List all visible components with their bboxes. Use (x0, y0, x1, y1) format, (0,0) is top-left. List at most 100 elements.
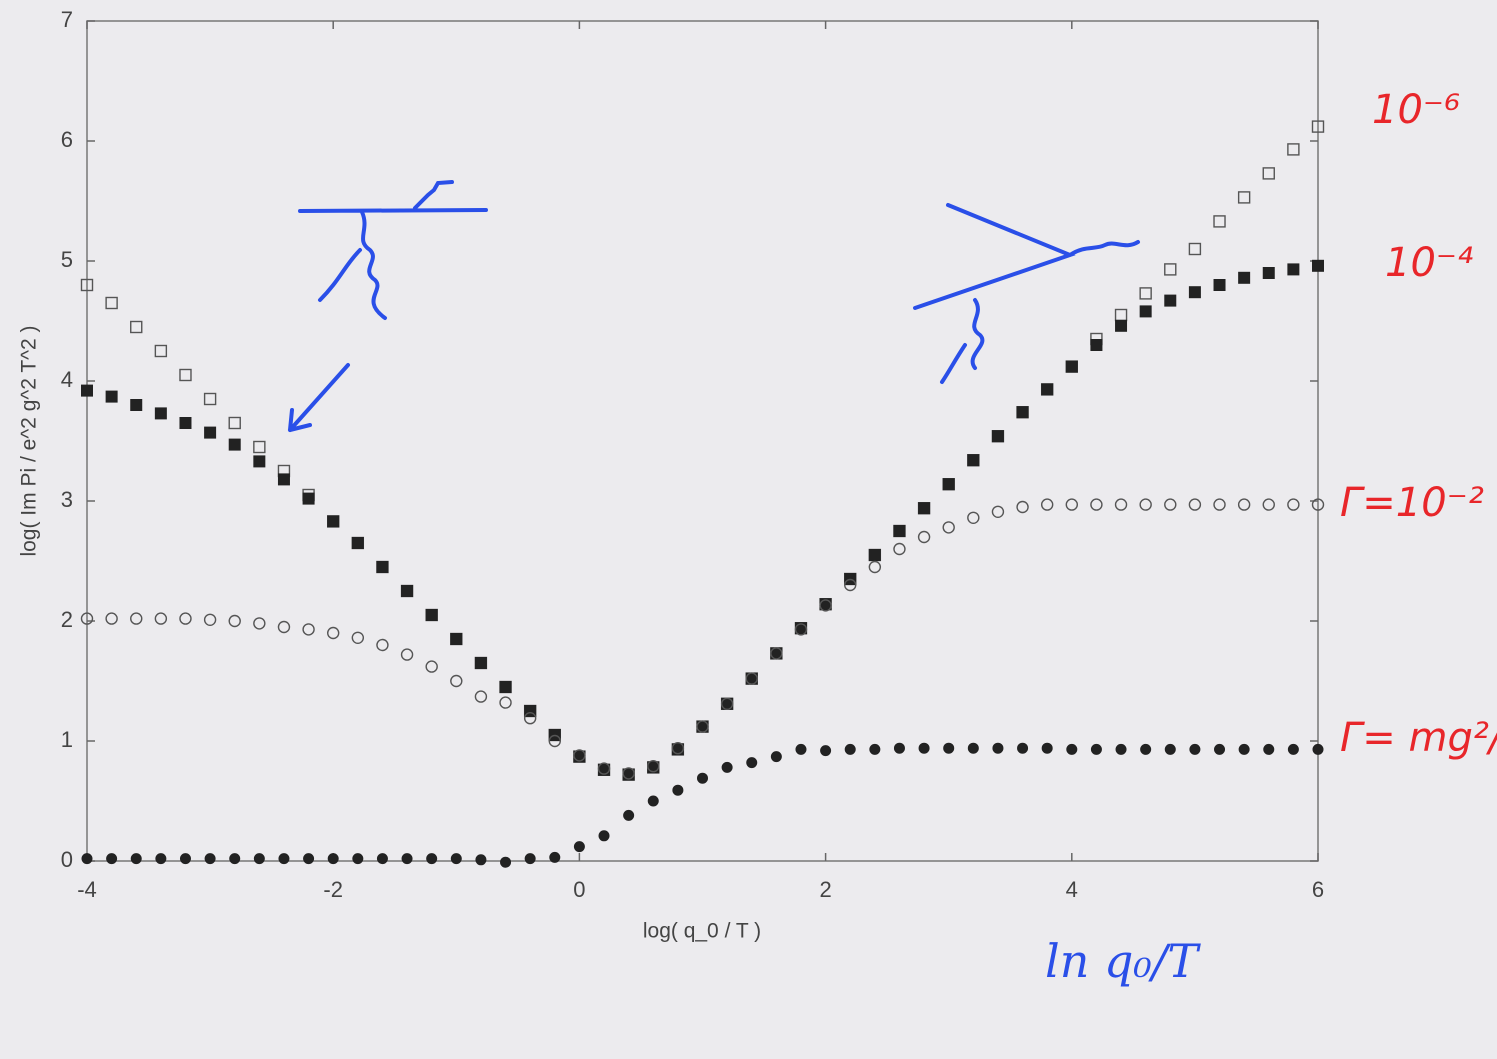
data-point (870, 744, 880, 754)
data-point (722, 762, 732, 772)
data-point (1263, 499, 1274, 510)
data-point (279, 854, 289, 864)
data-point (1263, 268, 1274, 279)
data-point (1091, 340, 1102, 351)
data-point (1091, 744, 1101, 754)
data-point (747, 758, 757, 768)
data-point (1189, 244, 1200, 255)
y-tick-label: 6 (61, 127, 73, 152)
data-point (1288, 499, 1299, 510)
data-point (475, 658, 486, 669)
y-axis-label: log( Im Pi / e^2 g^2 T^2 ) (18, 325, 41, 556)
data-point (1189, 287, 1200, 298)
data-point (1042, 384, 1053, 395)
data-point (993, 743, 1003, 753)
data-point (1288, 144, 1299, 155)
data-point (254, 456, 265, 467)
data-point (673, 785, 683, 795)
data-point (1140, 306, 1151, 317)
data-point (1165, 295, 1176, 306)
data-point (1190, 744, 1200, 754)
data-point (303, 493, 314, 504)
data-point (82, 854, 92, 864)
data-point (894, 743, 904, 753)
y-tick-label: 5 (61, 247, 73, 272)
data-point (205, 614, 216, 625)
data-point (229, 439, 240, 450)
data-point (1042, 743, 1052, 753)
data-point (352, 538, 363, 549)
data-point (894, 526, 905, 537)
x-tick-label: 6 (1312, 877, 1324, 902)
data-point (1042, 499, 1053, 510)
data-point (476, 855, 486, 865)
data-point (992, 506, 1003, 517)
data-point (1140, 499, 1151, 510)
data-point (943, 522, 954, 533)
data-point (1189, 499, 1200, 510)
data-point (426, 661, 437, 672)
data-point (451, 854, 461, 864)
data-point (919, 532, 930, 543)
data-point (1116, 320, 1127, 331)
data-point (500, 682, 511, 693)
data-point (1239, 744, 1249, 754)
data-point (1214, 280, 1225, 291)
data-point (328, 854, 338, 864)
data-point (402, 586, 413, 597)
data-point (205, 427, 216, 438)
y-tick-label: 4 (61, 367, 73, 392)
data-point (155, 346, 166, 357)
data-point (550, 852, 560, 862)
data-point (1018, 743, 1028, 753)
data-point (1288, 744, 1298, 754)
data-point (501, 857, 511, 867)
data-point (968, 512, 979, 523)
data-point (229, 418, 240, 429)
data-point (131, 854, 141, 864)
series-label: Γ= mg²/T (1340, 715, 1497, 761)
plot-frame (87, 21, 1318, 861)
series-label: Γ=10⁻² mg²/T (1340, 480, 1497, 526)
data-point (944, 743, 954, 753)
data-point (1017, 407, 1028, 418)
data-point (1017, 502, 1028, 513)
data-point (771, 752, 781, 762)
x-tick-label: 0 (573, 877, 585, 902)
y-tick-label: 7 (61, 7, 73, 32)
series-label: 10⁻⁶ (1372, 87, 1460, 133)
data-point (574, 842, 584, 852)
data-point (1264, 744, 1274, 754)
data-point (254, 442, 265, 453)
data-point (1116, 499, 1127, 510)
data-point (230, 854, 240, 864)
data-point (919, 743, 929, 753)
data-point (1116, 310, 1127, 321)
data-point (155, 613, 166, 624)
data-point (106, 391, 117, 402)
data-point (1091, 499, 1102, 510)
data-point (402, 649, 413, 660)
data-point (1239, 192, 1250, 203)
data-point (131, 613, 142, 624)
data-point (82, 385, 93, 396)
data-point (107, 854, 117, 864)
data-point (698, 773, 708, 783)
data-point (869, 562, 880, 573)
data-point (180, 613, 191, 624)
data-point (1141, 744, 1151, 754)
data-point (845, 744, 855, 754)
data-point (1066, 499, 1077, 510)
data-point (1313, 744, 1323, 754)
data-point (180, 418, 191, 429)
data-point (869, 550, 880, 561)
data-point (427, 854, 437, 864)
data-point (1165, 499, 1176, 510)
annotation: ln q₀/T (1045, 934, 1201, 988)
data-point (205, 394, 216, 405)
data-point (525, 854, 535, 864)
data-point (180, 370, 191, 381)
data-point (1313, 260, 1324, 271)
data-point (624, 810, 634, 820)
data-point (648, 796, 658, 806)
